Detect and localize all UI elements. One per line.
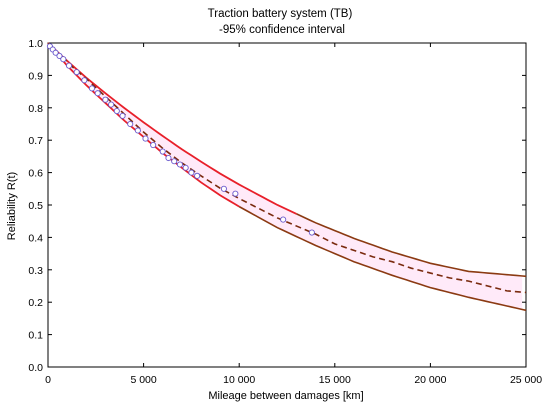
- y-tick-label: 0.2: [28, 297, 43, 309]
- data-point: [171, 158, 178, 165]
- y-tick-label: 0.1: [28, 330, 43, 342]
- x-tick-label: 25 000: [510, 374, 542, 386]
- confidence-band: [63, 57, 523, 310]
- x-tick-label: 20 000: [414, 374, 446, 386]
- data-point: [52, 49, 59, 56]
- data-point: [102, 96, 109, 103]
- chart-subtitle: -95% confidence interval: [219, 24, 345, 36]
- x-tick-label: 10 000: [223, 374, 255, 386]
- data-point: [119, 112, 126, 119]
- data-point: [88, 85, 96, 92]
- data-point: [232, 190, 239, 197]
- data-point: [142, 135, 149, 142]
- x-tick-label: 15 000: [319, 374, 351, 386]
- data-point: [194, 172, 201, 179]
- plot-frame: [47, 42, 527, 368]
- data-point: [150, 142, 157, 149]
- data-point: [220, 185, 227, 192]
- y-axis-title: Reliability R(t): [6, 172, 18, 240]
- data-point: [108, 101, 115, 108]
- data-point: [176, 161, 183, 168]
- data-point: [188, 169, 195, 176]
- data-point: [60, 56, 67, 63]
- data-point: [113, 107, 120, 115]
- data-point: [127, 120, 134, 128]
- upper-bound-line-tail: [296, 213, 527, 278]
- y-tick-label: 0.6: [28, 168, 43, 180]
- lower-bound-line-tail: [238, 205, 527, 312]
- x-tick-label: 0: [45, 374, 51, 386]
- reliability-estimate-line: [47, 42, 527, 294]
- data-point: [56, 52, 63, 60]
- y-tick-label: 0.5: [28, 200, 43, 212]
- data-point: [81, 77, 88, 84]
- y-tick-label: 1.0: [28, 38, 43, 50]
- data-point: [73, 69, 80, 76]
- upper-bound-line: [47, 42, 297, 215]
- y-tick-label: 0.9: [28, 70, 43, 82]
- data-point: [65, 62, 73, 69]
- data-point: [134, 127, 141, 134]
- data-point: [308, 229, 315, 236]
- data-point: [94, 90, 101, 97]
- plot-area: 0 5 000 10 000 15 000 20 000 25 000 0.0 0.1 0.2 0…: [28, 38, 542, 386]
- chart-title: Traction battery system (TB): [208, 8, 353, 20]
- y-tick-label: 0.0: [28, 362, 43, 374]
- x-tick-label: 5 000: [130, 374, 156, 386]
- x-axis-title: Mileage between damages [km]: [208, 390, 363, 402]
- data-point: [165, 154, 172, 162]
- y-tick-label: 0.7: [28, 135, 43, 147]
- y-tick-label: 0.3: [28, 265, 43, 277]
- y-tick-label: 0.4: [28, 232, 43, 244]
- y-tick-label: 0.8: [28, 103, 43, 115]
- data-point: [280, 216, 287, 223]
- data-point: [182, 164, 189, 171]
- data-point: [159, 148, 166, 155]
